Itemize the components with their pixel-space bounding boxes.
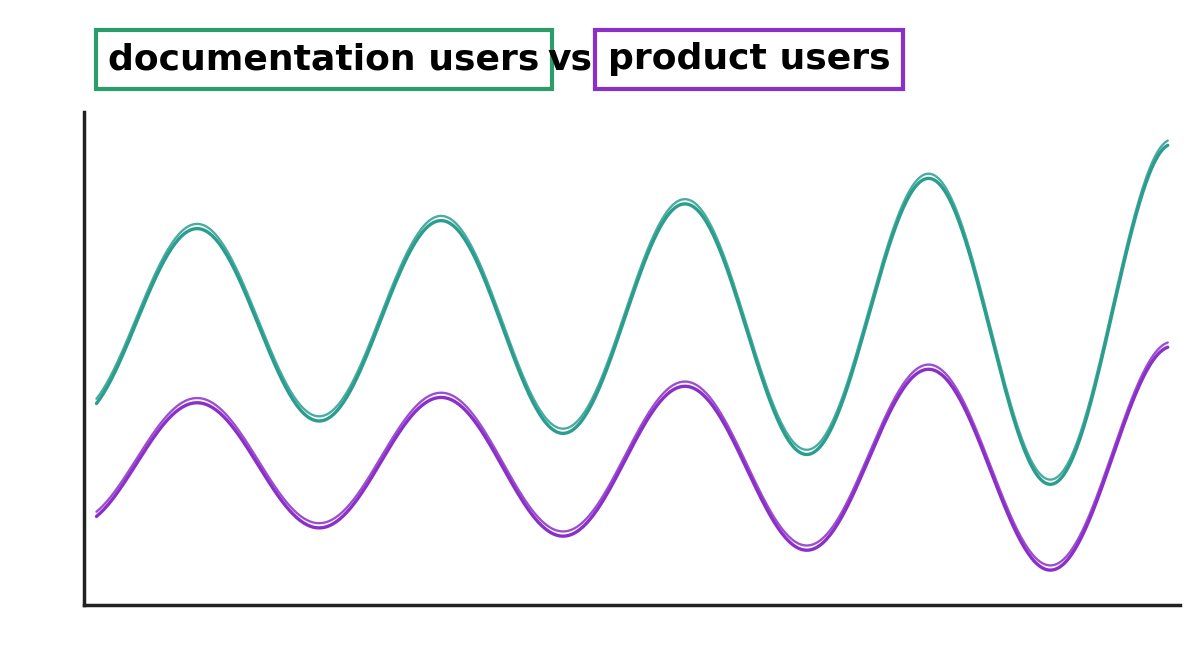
Text: product users: product users xyxy=(608,42,891,76)
Text: vs: vs xyxy=(548,42,592,76)
Text: documentation users: documentation users xyxy=(108,42,539,76)
